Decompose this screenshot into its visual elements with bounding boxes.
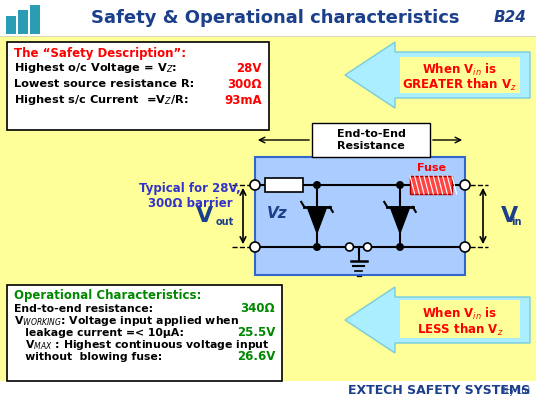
Text: 340Ω: 340Ω	[240, 302, 275, 316]
Polygon shape	[345, 42, 530, 108]
Bar	[7, 285, 282, 381]
Text: GREATER than V$_z$: GREATER than V$_z$	[403, 77, 518, 93]
Text: in: in	[511, 217, 522, 227]
Text: out: out	[216, 217, 234, 227]
Text: V: V	[196, 206, 213, 226]
Text: 28V: 28V	[236, 61, 262, 75]
Circle shape	[396, 181, 404, 189]
Circle shape	[460, 180, 470, 190]
Bar	[312, 123, 430, 157]
Bar	[255, 157, 465, 275]
Polygon shape	[307, 207, 327, 233]
Text: The “Safety Description”:: The “Safety Description”:	[14, 47, 186, 59]
Text: Pty Ltd: Pty Ltd	[422, 387, 530, 395]
Text: Vz: Vz	[267, 205, 287, 221]
Text: End-to-End
Resistance: End-to-End Resistance	[337, 129, 405, 151]
Bar	[0, 381, 536, 399]
Text: Operational Characteristics:: Operational Characteristics:	[14, 290, 202, 302]
Text: 300Ω: 300Ω	[227, 77, 262, 91]
Bar	[6, 16, 16, 34]
Bar	[400, 300, 520, 338]
Text: Lowest source resistance R:: Lowest source resistance R:	[14, 79, 194, 89]
Circle shape	[250, 242, 260, 252]
Text: Fuse: Fuse	[416, 163, 445, 173]
Bar	[265, 178, 303, 192]
Text: EXTECH SAFETY SYSTEMS: EXTECH SAFETY SYSTEMS	[348, 385, 530, 397]
Circle shape	[460, 242, 470, 252]
Bar	[30, 5, 40, 34]
Circle shape	[313, 243, 321, 251]
Text: Safety & Operational characteristics: Safety & Operational characteristics	[91, 9, 459, 27]
Text: Highest s/c Current  =V$_Z$/R:: Highest s/c Current =V$_Z$/R:	[14, 93, 189, 107]
Text: End-to-end resistance:: End-to-end resistance:	[14, 304, 153, 314]
Text: LESS than V$_z$: LESS than V$_z$	[416, 322, 503, 338]
Polygon shape	[345, 287, 530, 353]
Text: without  blowing fuse:: without blowing fuse:	[14, 352, 162, 362]
Text: V$_{MAX}$ : Highest continuous voltage input: V$_{MAX}$ : Highest continuous voltage i…	[14, 338, 270, 352]
Bar	[400, 57, 520, 93]
Text: When V$_{in}$ is: When V$_{in}$ is	[422, 306, 498, 322]
Text: V: V	[501, 206, 518, 226]
Bar	[18, 10, 28, 34]
Circle shape	[250, 180, 260, 190]
Bar	[0, 0, 536, 36]
Polygon shape	[390, 207, 410, 233]
Circle shape	[396, 243, 404, 251]
Circle shape	[313, 181, 321, 189]
Text: When V$_{in}$ is: When V$_{in}$ is	[422, 62, 498, 78]
Bar	[410, 176, 452, 194]
Circle shape	[346, 243, 354, 251]
Text: Typical for 28V,
300Ω barrier: Typical for 28V, 300Ω barrier	[139, 182, 241, 210]
Text: leakage current =< 10μA:: leakage current =< 10μA:	[14, 328, 184, 338]
Bar	[7, 42, 269, 130]
Text: 26.6V: 26.6V	[236, 350, 275, 363]
Text: V$_{WORKING}$: Voltage input applied when: V$_{WORKING}$: Voltage input applied whe…	[14, 314, 239, 328]
Text: 25.5V: 25.5V	[236, 326, 275, 340]
Circle shape	[363, 243, 371, 251]
Text: B24: B24	[494, 10, 527, 26]
Text: 93mA: 93mA	[225, 93, 262, 107]
Text: Highest o/c Voltage = V$_Z$:: Highest o/c Voltage = V$_Z$:	[14, 61, 177, 75]
